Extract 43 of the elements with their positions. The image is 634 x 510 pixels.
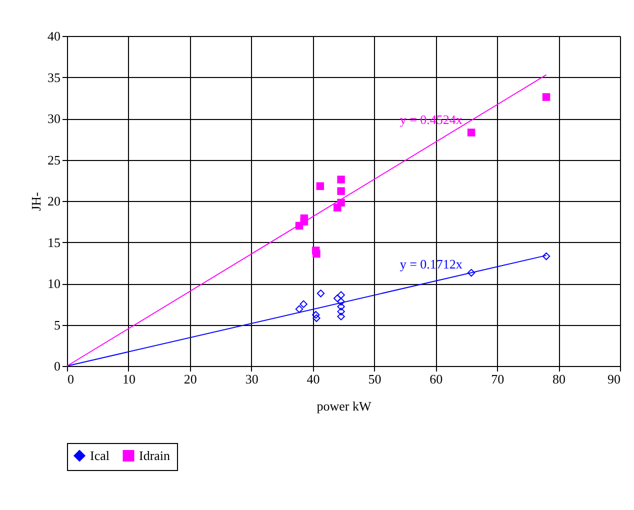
- point: [300, 300, 308, 308]
- point: [312, 310, 320, 319]
- y-tick-label: 5: [54, 317, 60, 332]
- x-tick-label: 50: [368, 372, 382, 386]
- x-tick-label: 60: [430, 372, 443, 386]
- point: [542, 252, 550, 260]
- y-tick-label: 40: [48, 28, 60, 44]
- y-tick-label: 35: [48, 70, 60, 85]
- x-tick-label: 30: [245, 372, 258, 386]
- y-tick-label: 20: [48, 194, 60, 208]
- x-axis-title: power kW: [316, 398, 372, 414]
- x-tick-label: 0: [68, 372, 74, 386]
- x-tick-label: 40: [306, 372, 320, 386]
- x-tick-label: 20: [184, 372, 197, 386]
- x-tick-label: 10: [122, 372, 136, 386]
- y-tick-label: 25: [48, 152, 60, 168]
- legend-label: Ical: [90, 448, 110, 463]
- y-axis-title: JH-: [28, 192, 44, 211]
- point: [337, 176, 345, 184]
- y-tick-label: 30: [48, 111, 60, 126]
- point: [295, 305, 304, 313]
- point: [312, 314, 320, 322]
- legend-label: Idrain: [139, 448, 171, 463]
- point: [337, 308, 345, 316]
- y-tick-label: 10: [48, 276, 60, 291]
- point: [337, 198, 345, 207]
- x-tick-label: 90: [608, 372, 620, 386]
- point: [337, 291, 345, 299]
- point: [316, 182, 324, 190]
- point: [334, 294, 342, 302]
- x-tick-label: 80: [552, 372, 566, 386]
- point: [467, 128, 476, 136]
- point: [467, 268, 476, 277]
- point: [542, 93, 550, 101]
- y-tick-label: 15: [48, 234, 60, 250]
- point: [316, 290, 325, 298]
- y-tick-label: 0: [54, 358, 60, 374]
- point: [337, 302, 345, 310]
- point: [337, 298, 345, 306]
- point: [312, 250, 320, 258]
- x-tick-label: 70: [491, 372, 504, 386]
- point: [337, 312, 345, 320]
- point: [337, 187, 345, 195]
